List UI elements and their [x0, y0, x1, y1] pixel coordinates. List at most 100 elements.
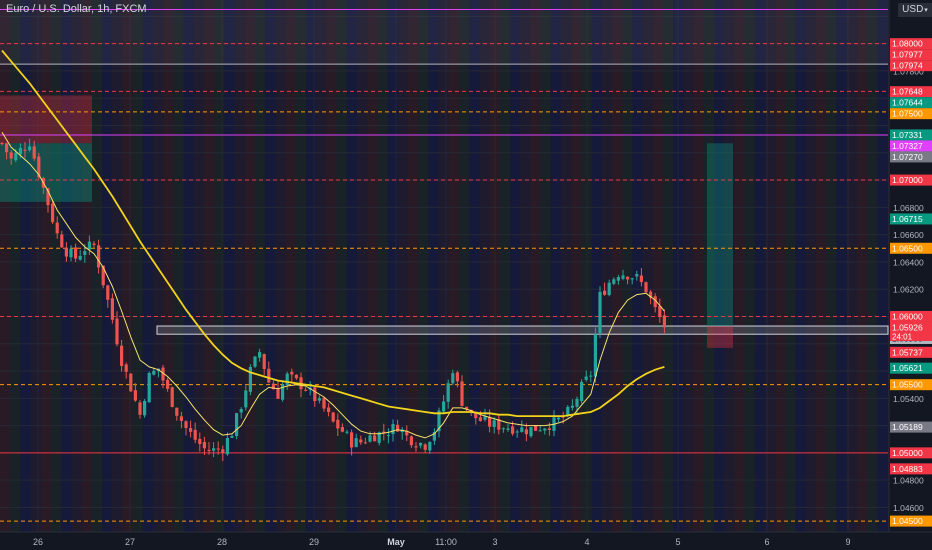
candle-body [239, 409, 243, 413]
candle-body [161, 367, 165, 381]
candle-body [497, 419, 501, 430]
session-band [428, 0, 439, 532]
candle-body [60, 234, 64, 248]
session-band [499, 0, 510, 532]
candle-body [639, 275, 643, 283]
candle-body [506, 428, 510, 430]
candle-body [354, 438, 358, 448]
price-label-text: 1.06500 [892, 243, 923, 253]
symbol-title: Euro / U.S. Dollar, 1h, FXCM [6, 3, 147, 15]
zone-long-stop [707, 326, 733, 348]
price-label-box [890, 174, 932, 186]
candle-body [561, 416, 565, 418]
session-band [183, 0, 194, 532]
price-label-box [890, 242, 932, 254]
session-band [530, 0, 541, 532]
candle-body [115, 318, 119, 345]
candle-body [317, 398, 321, 401]
session-band [448, 0, 459, 532]
session-band [703, 0, 714, 532]
candle-body [285, 373, 289, 385]
candle-body [101, 265, 105, 286]
y-tick-label: 1.04600 [893, 503, 924, 513]
price-label: 1.07270 [890, 151, 932, 163]
session-band [805, 0, 816, 532]
currency-label: USD [902, 4, 924, 15]
price-label-text: 1.05189 [892, 422, 923, 432]
price-label-box [890, 49, 932, 61]
session-band [612, 0, 623, 532]
candle-body [129, 373, 133, 392]
candle-body [442, 401, 446, 412]
session-band [193, 0, 204, 532]
candle-body [253, 356, 257, 367]
session-band [346, 0, 357, 532]
candle-body [262, 354, 266, 370]
session-band [224, 0, 235, 532]
session-band [724, 0, 735, 532]
candle-body [515, 431, 519, 433]
zone-gray-box [156, 325, 889, 335]
candle-body [547, 428, 551, 431]
session-band [295, 0, 306, 532]
candle-body [391, 424, 395, 435]
x-tick-label: 3 [492, 537, 497, 547]
y-tick-label: 1.04800 [893, 476, 924, 486]
session-band [520, 0, 531, 532]
price-label-box [890, 213, 932, 225]
session-band [214, 0, 225, 532]
zone-long-profit [707, 143, 733, 327]
candle-body [350, 432, 354, 448]
price-label-box [890, 129, 932, 141]
y-tick-label: 1.05400 [893, 394, 924, 404]
candle-body [612, 279, 616, 284]
candle-body [327, 407, 331, 413]
candle-body [143, 400, 147, 416]
candle-body [32, 146, 36, 159]
candle-body [230, 436, 234, 438]
candle-body [396, 424, 400, 432]
x-tick-label: 5 [675, 537, 680, 547]
price-label: 1.05621 [890, 362, 932, 374]
candle-body [120, 345, 124, 366]
session-band [61, 0, 72, 532]
candle-body [580, 381, 584, 402]
price-label-text: 1.07327 [892, 141, 923, 151]
session-band [30, 0, 41, 532]
session-band [102, 0, 113, 532]
zone-old-stop [0, 95, 92, 144]
candle-body [616, 277, 620, 281]
candle-body [377, 432, 381, 443]
candle-body [662, 315, 666, 328]
price-label: 1.06715 [890, 213, 932, 225]
candle-body [207, 449, 211, 451]
moving-average-line [1, 49, 665, 417]
candle-body [607, 282, 611, 296]
candle-body [386, 435, 390, 437]
candle-body [124, 364, 128, 372]
session-band [153, 0, 164, 532]
candle-body [483, 416, 487, 420]
session-band [71, 0, 82, 532]
session-band [877, 0, 888, 532]
session-band [469, 0, 480, 532]
price-label-box [890, 108, 932, 120]
candle-body [179, 416, 183, 421]
session-band [510, 0, 521, 532]
session-band [285, 0, 296, 532]
price-label-box [890, 379, 932, 391]
candle-body [405, 430, 409, 436]
x-tick-label: 28 [217, 537, 227, 547]
candle-body [51, 203, 55, 223]
session-band [846, 0, 857, 532]
session-band [255, 0, 266, 532]
candle-body [267, 368, 271, 383]
candle-body [593, 334, 597, 377]
x-tick-label: 27 [125, 537, 135, 547]
session-band [632, 0, 643, 532]
price-label-box [890, 60, 932, 72]
price-label: 1.07000 [890, 174, 932, 186]
upper-zone [0, 0, 888, 65]
currency-button[interactable]: USD▾ [898, 3, 932, 17]
